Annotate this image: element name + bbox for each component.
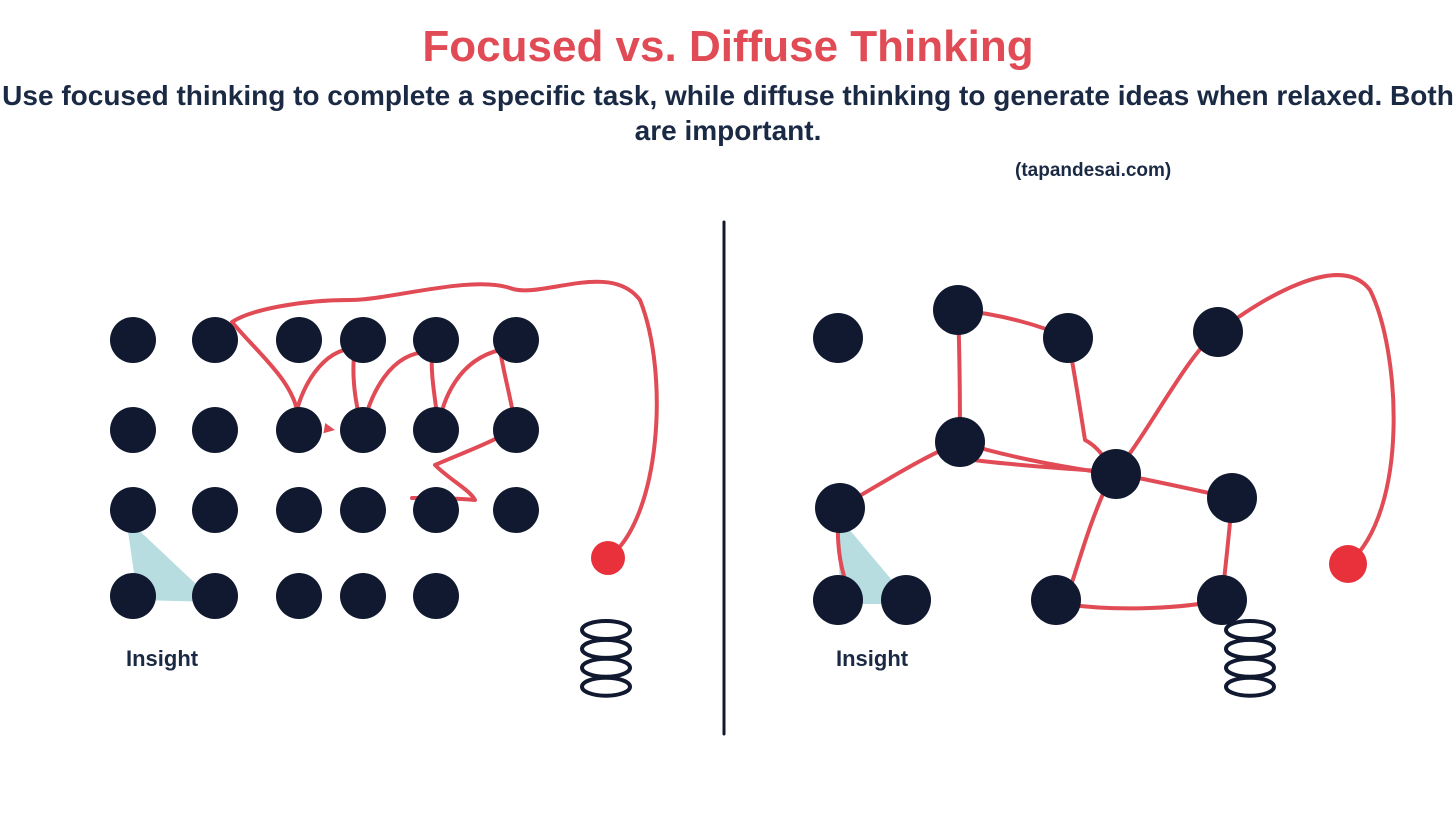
focused-node bbox=[192, 317, 238, 363]
focused-node bbox=[276, 407, 322, 453]
focused-node bbox=[192, 573, 238, 619]
diffuse-node bbox=[1197, 575, 1247, 625]
diffuse-node bbox=[815, 483, 865, 533]
focused-node bbox=[493, 407, 539, 453]
diffuse-node bbox=[813, 313, 863, 363]
focused-node bbox=[110, 317, 156, 363]
spring-icon bbox=[582, 621, 630, 696]
focused-node bbox=[340, 317, 386, 363]
diffuse-thought-path bbox=[842, 275, 1394, 608]
diffuse-node bbox=[1043, 313, 1093, 363]
diffuse-node bbox=[1193, 307, 1243, 357]
arrowhead-icon bbox=[323, 423, 335, 433]
diffuse-node bbox=[1091, 449, 1141, 499]
diffuse-node bbox=[935, 417, 985, 467]
focused-node bbox=[110, 487, 156, 533]
insight-label-left: Insight bbox=[126, 646, 198, 672]
focused-node bbox=[413, 487, 459, 533]
pinball-right bbox=[1329, 545, 1367, 583]
focused-node bbox=[413, 317, 459, 363]
focused-node bbox=[340, 407, 386, 453]
focused-node bbox=[192, 487, 238, 533]
attribution-text: (tapandesai.com) bbox=[1015, 160, 1171, 182]
focused-node bbox=[493, 487, 539, 533]
focused-node bbox=[110, 573, 156, 619]
focused-node bbox=[276, 573, 322, 619]
focused-node bbox=[413, 407, 459, 453]
page-title: Focused vs. Diffuse Thinking bbox=[0, 22, 1456, 72]
focused-node bbox=[413, 573, 459, 619]
spring-icon bbox=[1226, 621, 1274, 696]
diffuse-node bbox=[813, 575, 863, 625]
focused-node bbox=[276, 487, 322, 533]
focused-node bbox=[493, 317, 539, 363]
diffuse-node bbox=[1031, 575, 1081, 625]
focused-node bbox=[340, 573, 386, 619]
insight-label-right: Insight bbox=[836, 646, 908, 672]
diffuse-node bbox=[1207, 473, 1257, 523]
pinball-left bbox=[591, 541, 625, 575]
focused-node bbox=[340, 487, 386, 533]
page-subtitle: Use focused thinking to complete a speci… bbox=[0, 78, 1456, 148]
focused-node bbox=[192, 407, 238, 453]
diffuse-node bbox=[881, 575, 931, 625]
focused-node bbox=[276, 317, 322, 363]
diffuse-node bbox=[933, 285, 983, 335]
focused-node bbox=[110, 407, 156, 453]
